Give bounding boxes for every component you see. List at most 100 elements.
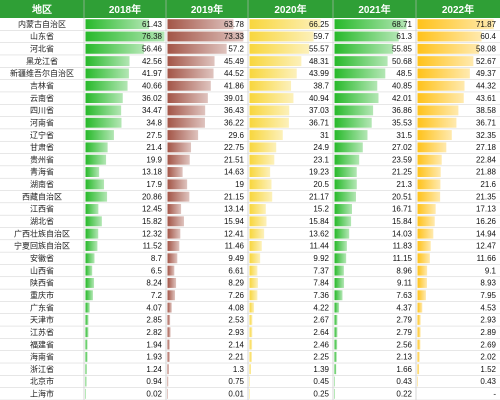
bar-2019年 bbox=[167, 364, 169, 375]
bar-2019年 bbox=[167, 167, 183, 177]
value-label: 4.37 bbox=[396, 303, 412, 312]
value-label: 36.71 bbox=[476, 118, 497, 127]
bar-2022年 bbox=[417, 364, 420, 375]
bar-2022年 bbox=[417, 290, 426, 301]
bar-2018年 bbox=[85, 277, 95, 288]
bar-2019年 bbox=[167, 154, 190, 165]
value-label: 9.11 bbox=[397, 279, 413, 288]
value-label: 56.46 bbox=[142, 45, 163, 54]
bar-2021年 bbox=[334, 253, 347, 264]
bar-2022年 bbox=[417, 351, 420, 362]
value-label: 4.53 bbox=[480, 303, 496, 312]
value-label: 0.75 bbox=[228, 377, 244, 386]
value-label: 4.22 bbox=[313, 303, 329, 312]
region-label: 山东省 bbox=[30, 31, 54, 41]
region-label: 内蒙古自治区 bbox=[18, 19, 66, 29]
bar-2018年 bbox=[85, 43, 144, 54]
header-year: 2021年 bbox=[358, 3, 390, 16]
value-label: 2.25 bbox=[313, 353, 329, 362]
value-label: 52.67 bbox=[476, 57, 497, 66]
value-label: 11.52 bbox=[143, 242, 163, 251]
value-label: 48.5 bbox=[396, 69, 412, 78]
value-label: 44.32 bbox=[476, 81, 497, 90]
bar-2022年 bbox=[417, 339, 421, 350]
value-label: 35.53 bbox=[392, 118, 413, 127]
bar-2018年 bbox=[85, 167, 100, 177]
value-label: 16.26 bbox=[476, 217, 497, 226]
value-label: 6.61 bbox=[228, 266, 244, 275]
bar-2019年 bbox=[167, 68, 214, 79]
value-label: 7.36 bbox=[313, 291, 329, 300]
region-label: 安徽省 bbox=[30, 253, 54, 263]
bar-2018年 bbox=[85, 204, 99, 214]
value-label: 21.6 bbox=[480, 180, 496, 189]
bar-2020年 bbox=[249, 154, 275, 165]
bar-2021年 bbox=[334, 265, 344, 276]
value-label: 15.84 bbox=[309, 217, 330, 226]
value-label: 1.24 bbox=[146, 365, 162, 374]
value-label: 20.86 bbox=[142, 192, 163, 201]
bar-2019年 bbox=[167, 31, 244, 42]
region-label: 辽宁省 bbox=[30, 130, 54, 140]
bar-2018年 bbox=[85, 314, 89, 325]
value-label: 22.84 bbox=[476, 155, 497, 164]
bar-2021年 bbox=[334, 241, 347, 251]
bar-2022年 bbox=[417, 327, 421, 338]
bar-2021年 bbox=[334, 314, 338, 325]
bar-2020年 bbox=[249, 80, 292, 91]
bar-2018年 bbox=[85, 105, 122, 116]
bar-2019年 bbox=[167, 56, 215, 67]
value-label: 43.61 bbox=[476, 94, 497, 103]
value-label: 42.56 bbox=[142, 57, 163, 66]
value-label: 2.13 bbox=[396, 353, 412, 362]
bar-2021年 bbox=[334, 167, 357, 177]
value-label: 2.56 bbox=[396, 340, 412, 349]
bar-2019年 bbox=[167, 253, 178, 264]
bar-2022年 bbox=[417, 130, 452, 141]
region-label: 黑龙江省 bbox=[26, 56, 58, 66]
region-label: 山西省 bbox=[30, 265, 54, 275]
value-label: 1.93 bbox=[146, 353, 162, 362]
bar-2022年 bbox=[417, 117, 457, 128]
value-label: 73.33 bbox=[224, 32, 245, 41]
value-label: 0.01 bbox=[228, 390, 244, 399]
bar-2019年 bbox=[167, 80, 211, 91]
value-label: 21.3 bbox=[396, 180, 412, 189]
region-label: 广东省 bbox=[30, 302, 54, 312]
bar-2019年 bbox=[167, 302, 172, 313]
value-label: 7.84 bbox=[313, 279, 329, 288]
bar-2018年 bbox=[85, 388, 86, 399]
value-label: 1.66 bbox=[396, 365, 412, 374]
bar-2018年 bbox=[85, 327, 89, 338]
bar-2018年 bbox=[85, 142, 108, 153]
bar-2020年 bbox=[249, 265, 258, 276]
value-label: 8.93 bbox=[480, 279, 496, 288]
bar-2020年 bbox=[249, 376, 250, 387]
value-label: 2.02 bbox=[480, 353, 496, 362]
bar-2022年 bbox=[417, 31, 482, 42]
bar-2019年 bbox=[167, 339, 170, 350]
bar-2021年 bbox=[334, 204, 353, 214]
bar-2018年 bbox=[85, 56, 130, 67]
value-label: 1.3 bbox=[233, 365, 245, 374]
value-label: 16.71 bbox=[392, 205, 413, 214]
value-label: 66.25 bbox=[309, 20, 330, 29]
bar-2019年 bbox=[167, 19, 234, 30]
bar-2022年 bbox=[417, 191, 441, 202]
bar-2020年 bbox=[249, 43, 310, 54]
region-label: 贵州省 bbox=[30, 154, 54, 164]
bar-2022年 bbox=[417, 154, 442, 165]
value-label: 0.43 bbox=[396, 377, 412, 386]
value-label: 61.3 bbox=[396, 32, 412, 41]
value-label: 7.2 bbox=[151, 291, 163, 300]
bar-2018年 bbox=[85, 228, 99, 239]
value-label: 31.5 bbox=[396, 131, 412, 140]
bar-2022年 bbox=[417, 80, 465, 91]
bar-2020年 bbox=[249, 19, 321, 30]
bar-2021年 bbox=[334, 117, 372, 128]
bar-2021年 bbox=[334, 105, 374, 116]
region-label: 宁夏回族自治区 bbox=[14, 241, 70, 251]
region-label: 四川省 bbox=[30, 105, 54, 115]
value-label: 7.26 bbox=[228, 291, 244, 300]
